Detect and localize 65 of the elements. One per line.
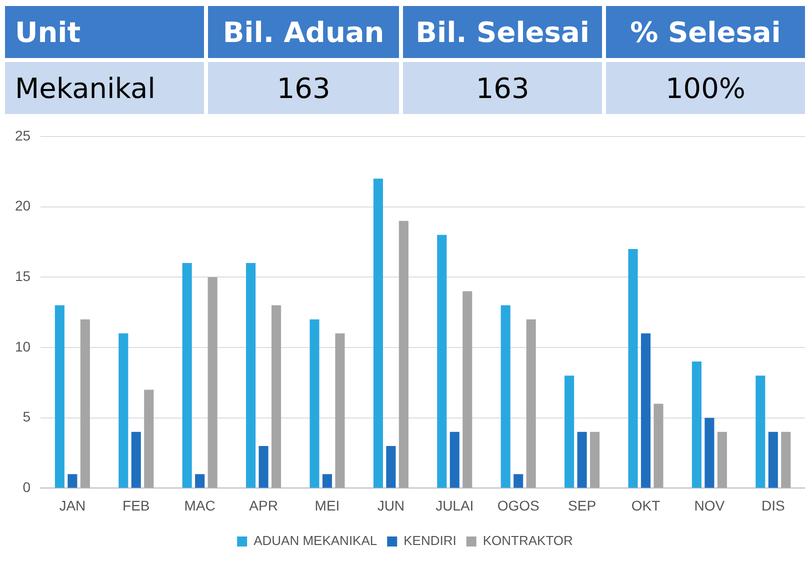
bar xyxy=(756,376,766,488)
x-tick-label: JULAI xyxy=(436,497,474,514)
bar xyxy=(68,474,78,488)
x-tick-label: JAN xyxy=(59,497,86,514)
y-tick-label: 0 xyxy=(22,479,31,496)
bar xyxy=(781,432,791,488)
text: Unit xyxy=(5,6,204,58)
y-tick-label: 25 xyxy=(14,127,31,144)
text: % Selesai xyxy=(606,6,806,58)
bar xyxy=(628,248,638,488)
text: Bil. Aduan xyxy=(208,6,400,58)
bar xyxy=(131,432,141,488)
text: 163 xyxy=(403,62,602,114)
text: Bil. Selesai xyxy=(403,6,602,58)
y-tick-label: 5 xyxy=(22,408,31,425)
x-tick-label: JUN xyxy=(377,497,405,514)
bar xyxy=(768,432,778,488)
x-tick-label: MEI xyxy=(314,497,340,514)
x-tick-label: NOV xyxy=(694,497,726,514)
bar xyxy=(195,474,205,488)
x-tick-label: SEP xyxy=(568,497,596,514)
bar xyxy=(386,446,396,488)
legend-label: ADUAN MEKANIKAL xyxy=(254,533,378,548)
bar xyxy=(462,291,472,488)
bar xyxy=(654,404,664,488)
bar xyxy=(704,418,714,488)
bar xyxy=(577,432,587,488)
x-tick-label: DIS xyxy=(761,497,785,514)
legend-label: KONTRAKTOR xyxy=(482,533,573,548)
bar xyxy=(208,277,218,488)
bar xyxy=(246,263,256,488)
bar xyxy=(182,263,192,488)
x-tick-label: MAC xyxy=(184,497,216,514)
bar xyxy=(54,305,64,488)
x-tick-label: FEB xyxy=(122,497,150,514)
x-tick-label: APR xyxy=(249,497,278,514)
bar xyxy=(564,376,574,488)
bar xyxy=(398,220,408,488)
bar xyxy=(450,432,460,488)
text: Mekanikal xyxy=(5,62,204,114)
bar xyxy=(373,178,383,488)
bar xyxy=(692,362,702,488)
bar xyxy=(271,305,282,488)
y-tick-label: 20 xyxy=(14,198,31,214)
bar xyxy=(258,446,268,488)
bar xyxy=(590,432,600,488)
bar xyxy=(500,305,510,488)
y-tick-label: 10 xyxy=(14,338,31,354)
bar xyxy=(118,333,128,488)
bar xyxy=(717,432,727,488)
text: 100% xyxy=(606,62,806,114)
bar xyxy=(640,333,651,488)
legend-label: KENDIRI xyxy=(404,533,456,548)
bar xyxy=(526,319,536,488)
bar xyxy=(310,319,320,488)
bar xyxy=(335,333,345,488)
text: 163 xyxy=(208,62,400,114)
bar xyxy=(322,474,332,488)
y-tick-label: 15 xyxy=(14,268,31,284)
bar xyxy=(514,474,524,488)
bar xyxy=(437,234,447,488)
x-tick-label: OKT xyxy=(631,497,661,514)
x-tick-label: OGOS xyxy=(497,497,540,514)
bar xyxy=(144,390,154,488)
bar xyxy=(80,319,90,488)
